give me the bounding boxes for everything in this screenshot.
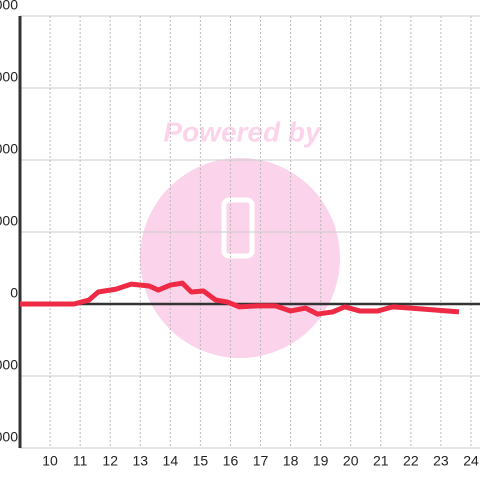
x-tick-label: 13	[132, 453, 148, 469]
y-tick-label: 0	[10, 285, 18, 301]
x-tick-label: 10	[42, 453, 58, 469]
x-tick-label: 22	[403, 453, 419, 469]
x-tick-label: 20	[343, 453, 359, 469]
y-tick-label: 9,000	[0, 69, 18, 85]
x-tick-label: 12	[102, 453, 118, 469]
x-tick-label: 15	[193, 453, 209, 469]
y-tick-label: 6,000	[0, 141, 18, 157]
plot	[20, 280, 460, 317]
x-tick-label: 21	[373, 453, 389, 469]
y-tick-label: 3,000	[0, 213, 18, 229]
y-tick-label: -6,000	[0, 429, 18, 445]
x-tick-label: 19	[313, 453, 329, 469]
y-tick-label: -3,000	[0, 357, 18, 373]
grid: 10 11 12 13 14 15 16 17 18 19 20 21 22 23 24 -6,000 -3,0…	[0, 0, 480, 469]
series-line	[20, 280, 460, 317]
x-tick-label: 14	[163, 453, 179, 469]
x-tick-label: 24	[463, 453, 479, 469]
watermark-text: Powered by	[163, 116, 322, 147]
x-tick-label: 11	[73, 453, 88, 469]
x-tick-label: 17	[253, 453, 269, 469]
watermark-icon	[221, 197, 255, 259]
x-tick-label: 18	[283, 453, 299, 469]
y-tick-label: 12,000	[0, 0, 18, 13]
x-tick-label: 23	[433, 453, 449, 469]
x-tick-label: 16	[223, 453, 239, 469]
